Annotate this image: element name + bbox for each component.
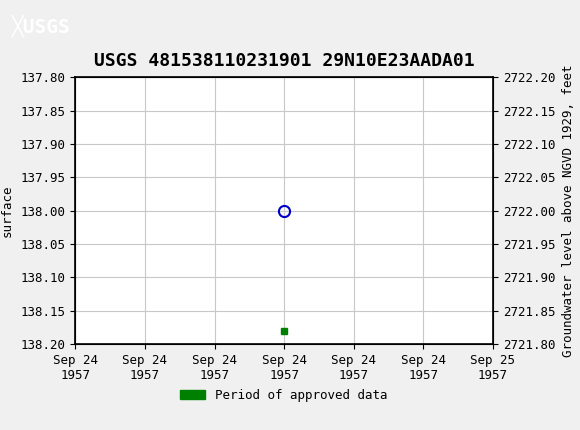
Title: USGS 481538110231901 29N10E23AADA01: USGS 481538110231901 29N10E23AADA01 bbox=[94, 52, 474, 70]
Legend: Period of approved data: Period of approved data bbox=[176, 384, 393, 407]
Text: ╳USGS: ╳USGS bbox=[12, 15, 70, 37]
Y-axis label: Depth to water level, feet below land
surface: Depth to water level, feet below land su… bbox=[0, 72, 14, 350]
Y-axis label: Groundwater level above NGVD 1929, feet: Groundwater level above NGVD 1929, feet bbox=[562, 64, 575, 357]
